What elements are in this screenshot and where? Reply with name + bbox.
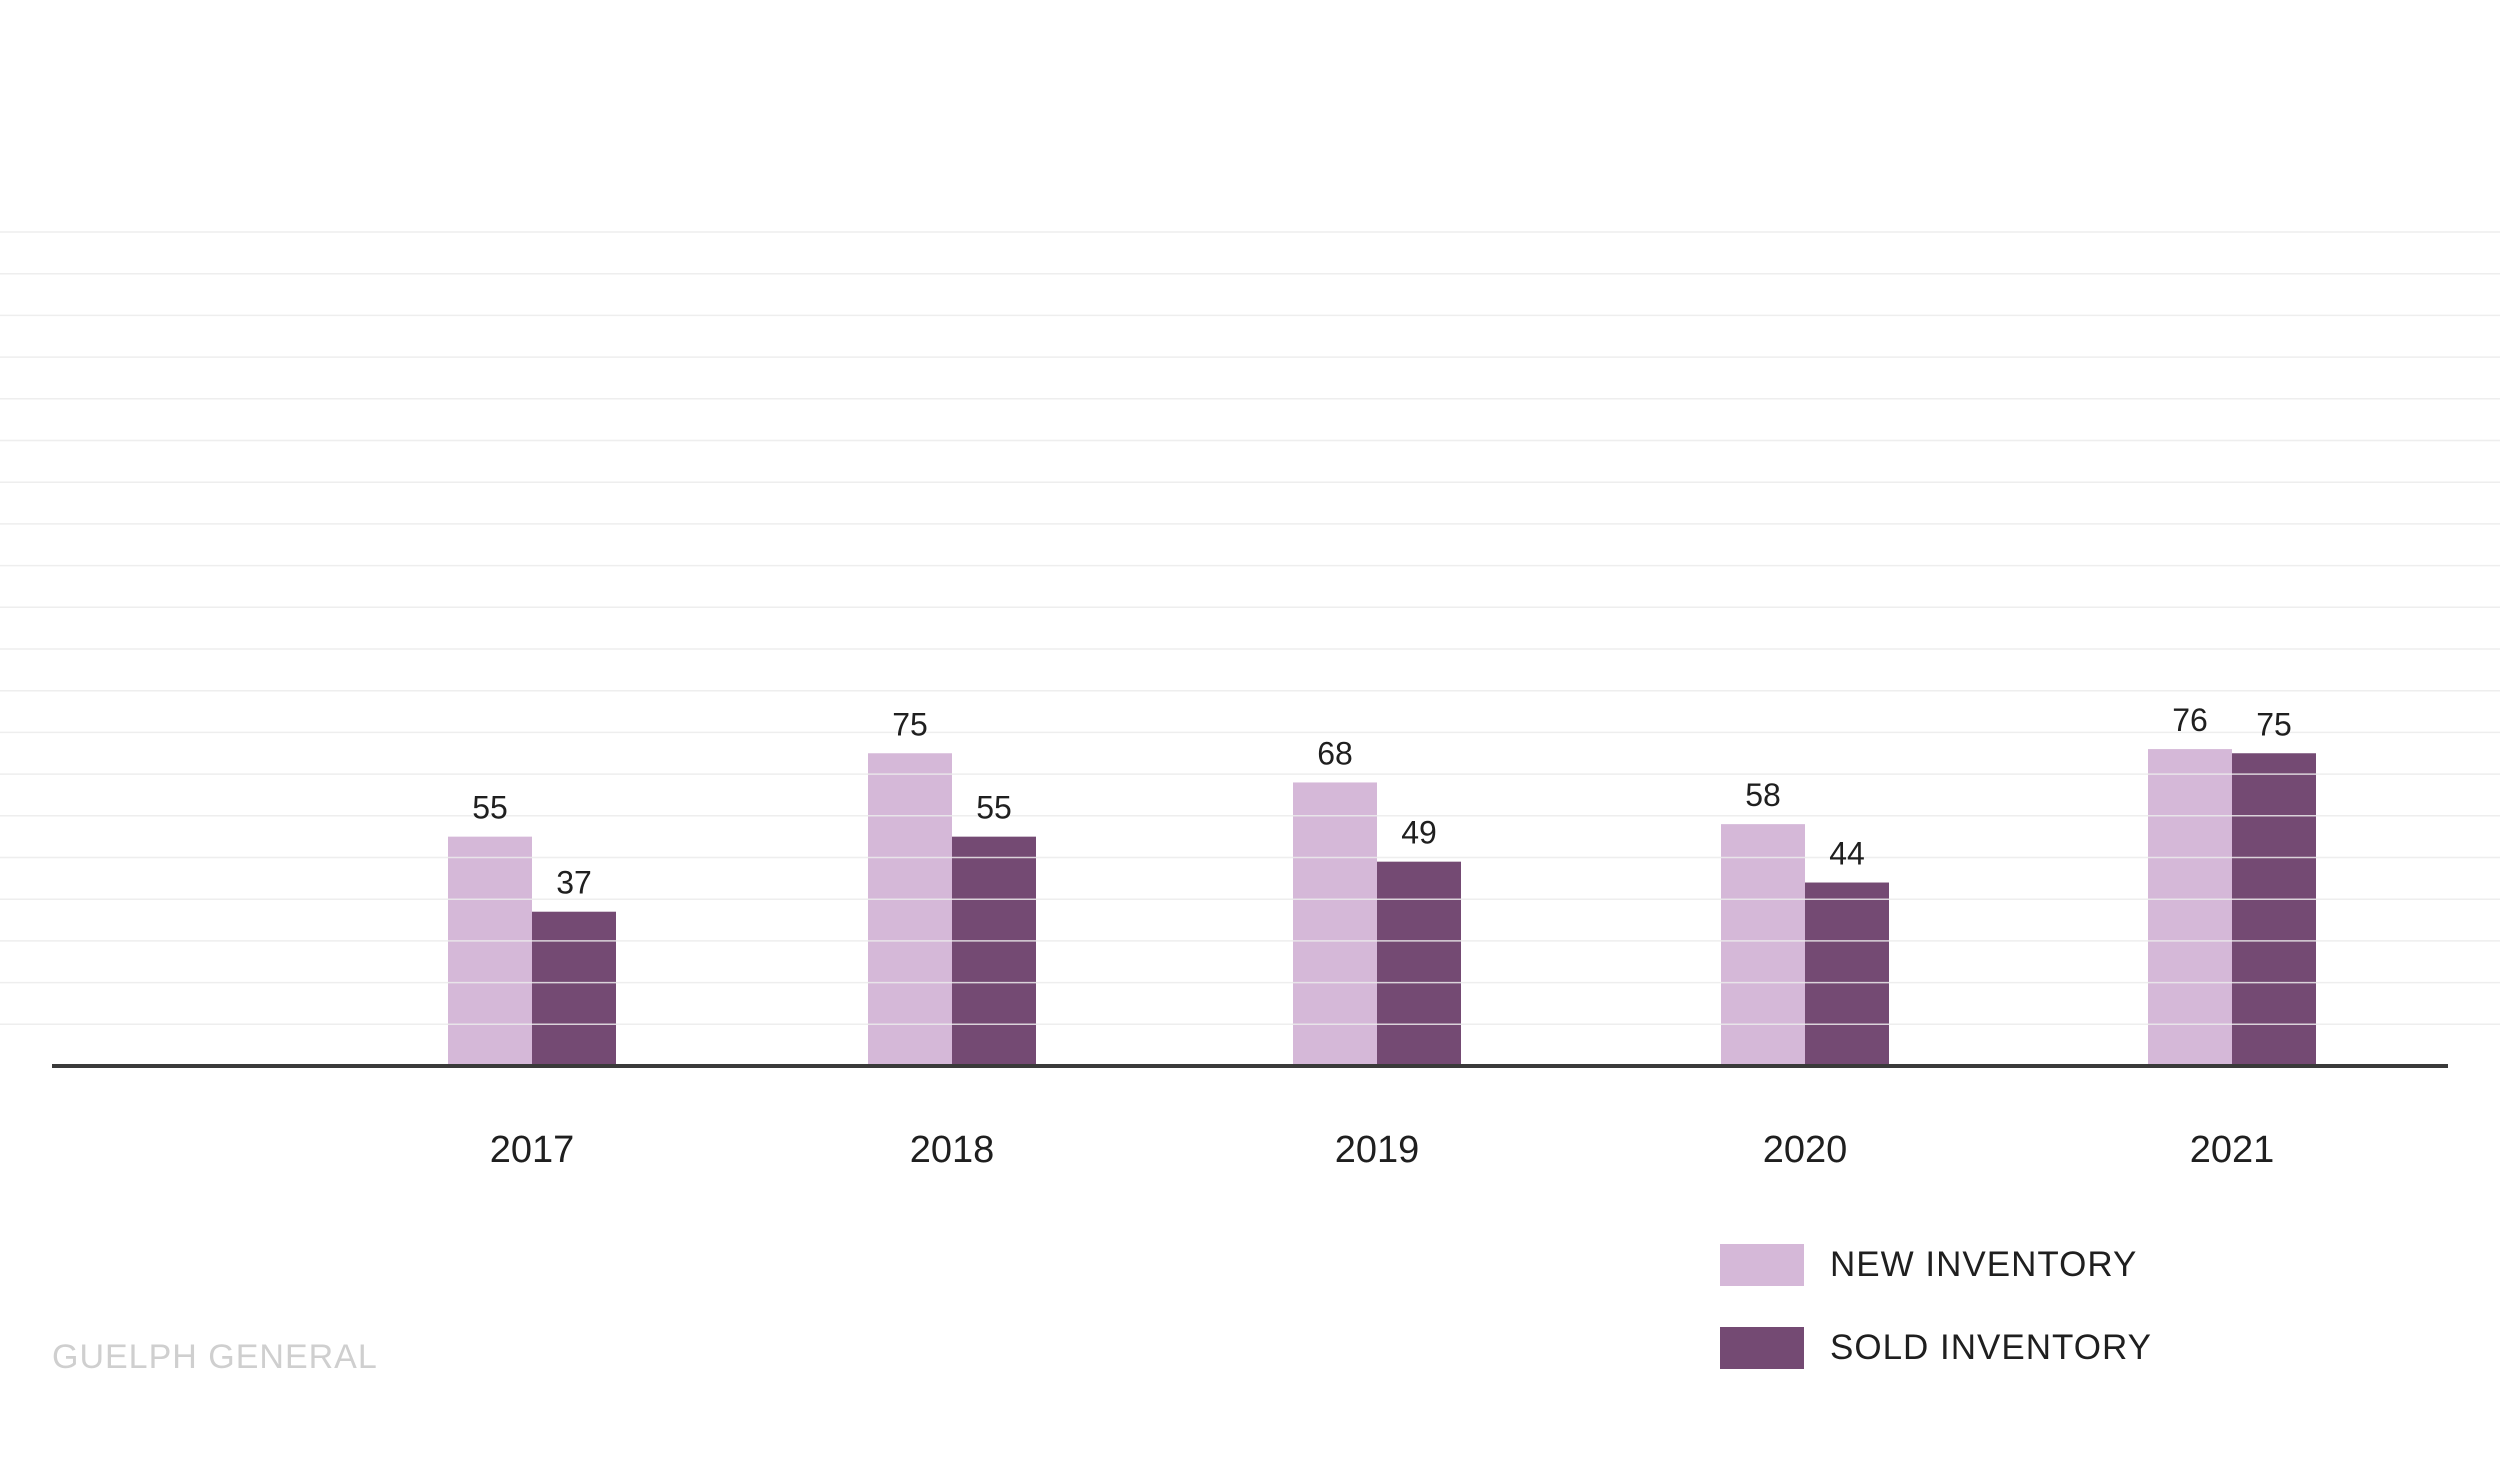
bar-sold-inventory-2020 (1805, 882, 1889, 1066)
data-label-sold-inventory-2018: 55 (976, 790, 1012, 826)
bar-sold-inventory-2021 (2232, 753, 2316, 1066)
legend-label-new-inventory: NEW INVENTORY (1830, 1245, 2138, 1284)
data-label-new-inventory-2019: 68 (1317, 735, 1353, 771)
bar-new-inventory-2019 (1293, 782, 1377, 1066)
data-label-new-inventory-2020: 58 (1745, 777, 1781, 813)
data-label-new-inventory-2017: 55 (472, 790, 508, 826)
x-tick-label-2019: 2019 (1335, 1129, 1420, 1171)
legend-label-sold-inventory: SOLD INVENTORY (1830, 1328, 2152, 1367)
legend: NEW INVENTORY SOLD INVENTORY (1720, 1244, 2152, 1410)
data-label-sold-inventory-2017: 37 (556, 865, 592, 901)
bar-sold-inventory-2018 (952, 836, 1036, 1066)
labels-layer: 55 37 2017 75 55 2018 68 49 2019 58 44 2020 76 75 2021 (472, 702, 2292, 1171)
legend-item-new-inventory: NEW INVENTORY (1720, 1244, 2152, 1286)
bar-sold-inventory-2017 (532, 911, 616, 1066)
data-label-sold-inventory-2019: 49 (1401, 815, 1437, 851)
gridlines (0, 231, 2500, 1026)
x-tick-label-2020: 2020 (1763, 1129, 1848, 1171)
data-label-new-inventory-2018: 75 (892, 706, 928, 742)
x-tick-label-2018: 2018 (910, 1129, 995, 1171)
data-label-new-inventory-2021: 76 (2172, 702, 2208, 738)
bar-new-inventory-2017 (448, 836, 532, 1066)
data-label-sold-inventory-2021: 75 (2256, 706, 2292, 742)
legend-swatch-sold-inventory (1720, 1327, 1804, 1369)
bar-sold-inventory-2019 (1377, 861, 1461, 1066)
bar-new-inventory-2021 (2148, 749, 2232, 1066)
legend-item-sold-inventory: SOLD INVENTORY (1720, 1327, 2152, 1369)
footer-source: GUELPH GENERAL (52, 1338, 378, 1376)
bar-new-inventory-2018 (868, 753, 952, 1066)
x-tick-label-2017: 2017 (490, 1129, 575, 1171)
data-label-sold-inventory-2020: 44 (1829, 836, 1865, 872)
x-tick-label-2021: 2021 (2190, 1129, 2275, 1171)
bars-layer (448, 749, 2316, 1066)
bar-new-inventory-2020 (1721, 824, 1805, 1066)
legend-swatch-new-inventory (1720, 1244, 1804, 1286)
